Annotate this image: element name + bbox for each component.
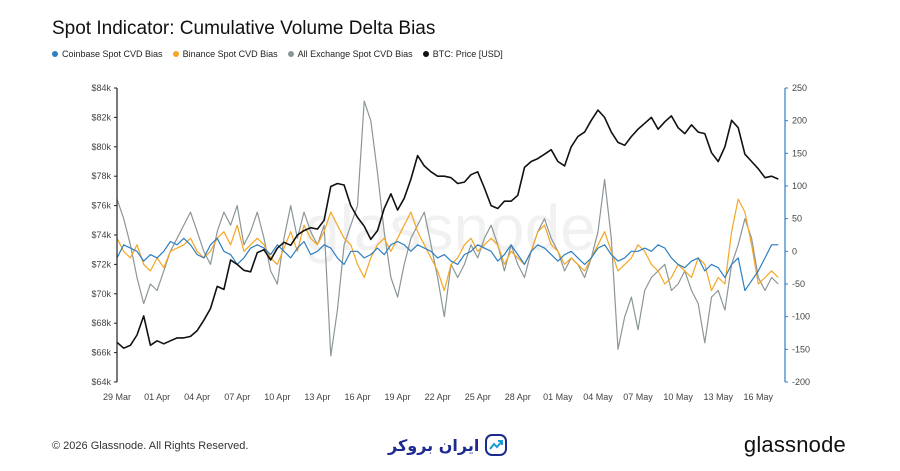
- x-tick-label: 29 Mar: [103, 392, 131, 402]
- y-right-tick-label: -200: [792, 377, 810, 387]
- iran-broker-logo-text: ایران بروکر: [388, 435, 480, 455]
- y-left-tick-label: $82k: [91, 112, 111, 122]
- x-tick-label: 25 Apr: [465, 392, 491, 402]
- iran-broker-logo: ایران بروکر: [388, 434, 508, 456]
- x-tick-label: 13 May: [703, 392, 733, 402]
- y-right-tick-label: 100: [792, 181, 807, 191]
- x-tick-label: 10 Apr: [264, 392, 290, 402]
- legend-item-btc-price[interactable]: BTC: Price [USD]: [422, 49, 503, 59]
- y-right-tick-label: 0: [792, 246, 797, 256]
- y-left-tick-label: $78k: [91, 171, 111, 181]
- y-right-tick-label: -100: [792, 312, 810, 322]
- y-left-tick-label: $70k: [91, 289, 111, 299]
- trend-arrow-icon: [485, 434, 508, 456]
- legend-swatch-all-exchange: [287, 51, 294, 57]
- legend-label-binance: Binance Spot CVD Bias: [182, 49, 278, 59]
- legend-item-all-exchange[interactable]: All Exchange Spot CVD Bias: [287, 49, 413, 59]
- series-line-binance-spot-cvd-bias: [116, 198, 779, 292]
- y-left-tick-label: $64k: [91, 377, 111, 387]
- y-left-tick-label: $80k: [91, 142, 111, 152]
- x-tick-label: 16 Apr: [344, 392, 370, 402]
- copyright-text: © 2026 Glassnode. All Rights Reserved.: [52, 440, 249, 452]
- watermark: glassnode: [304, 192, 596, 264]
- y-left-tick-label: $84k: [91, 83, 111, 93]
- x-tick-label: 28 Apr: [505, 392, 531, 402]
- glassnode-logo: glassnode: [743, 432, 846, 457]
- y-left-tick-label: $72k: [91, 259, 111, 269]
- x-tick-label: 07 Apr: [224, 392, 250, 402]
- series-line-btc-price-usd: [116, 109, 779, 350]
- chart-title: Spot Indicator: Cumulative Volume Delta …: [52, 18, 436, 39]
- legend-swatch-coinbase: [52, 51, 58, 57]
- legend-label-coinbase: Coinbase Spot CVD Bias: [62, 49, 163, 59]
- y-right-tick-label: -150: [792, 344, 810, 354]
- x-tick-label: 01 Apr: [144, 392, 170, 402]
- x-tick-label: 16 May: [744, 392, 774, 402]
- x-tick-label: 01 May: [543, 392, 573, 402]
- x-tick-label: 04 Apr: [184, 392, 210, 402]
- y-right-tick-label: 200: [792, 116, 807, 126]
- x-tick-label: 04 May: [583, 392, 613, 402]
- y-left-tick-label: $66k: [91, 348, 111, 358]
- legend-label-all-exchange: All Exchange Spot CVD Bias: [297, 49, 413, 59]
- series-layer: [116, 100, 779, 357]
- y-left-tick-label: $68k: [91, 318, 111, 328]
- x-tick-label: 19 Apr: [385, 392, 411, 402]
- legend-swatch-binance: [172, 51, 179, 57]
- legend-item-coinbase[interactable]: Coinbase Spot CVD Bias: [52, 49, 163, 59]
- y-right-tick-label: 150: [792, 148, 807, 158]
- legend-swatch-btc-price: [422, 51, 429, 57]
- series-line-coinbase-spot-cvd-bias: [116, 237, 779, 292]
- x-tick-label: 07 May: [623, 392, 653, 402]
- y-left-tick-label: $76k: [91, 201, 111, 211]
- legend-item-binance[interactable]: Binance Spot CVD Bias: [172, 49, 278, 59]
- x-tick-label: 10 May: [663, 392, 693, 402]
- series-line-all-exchange-spot-cvd-bias: [116, 100, 779, 357]
- y-left-tick-label: $74k: [91, 230, 111, 240]
- x-tick-label: 13 Apr: [304, 392, 330, 402]
- axes-layer: $64k $66k $68k $70k $72k $74k $76k $78k $80k $82k…: [91, 83, 810, 402]
- y-right-tick-label: 250: [792, 83, 807, 93]
- x-tick-label: 22 Apr: [425, 392, 451, 402]
- chart-legend: Coinbase Spot CVD Bias Binance Spot CVD …: [52, 49, 503, 59]
- y-right-tick-label: -50: [792, 279, 805, 289]
- y-right-tick-label: 50: [792, 214, 802, 224]
- legend-label-btc-price: BTC: Price [USD]: [432, 49, 503, 59]
